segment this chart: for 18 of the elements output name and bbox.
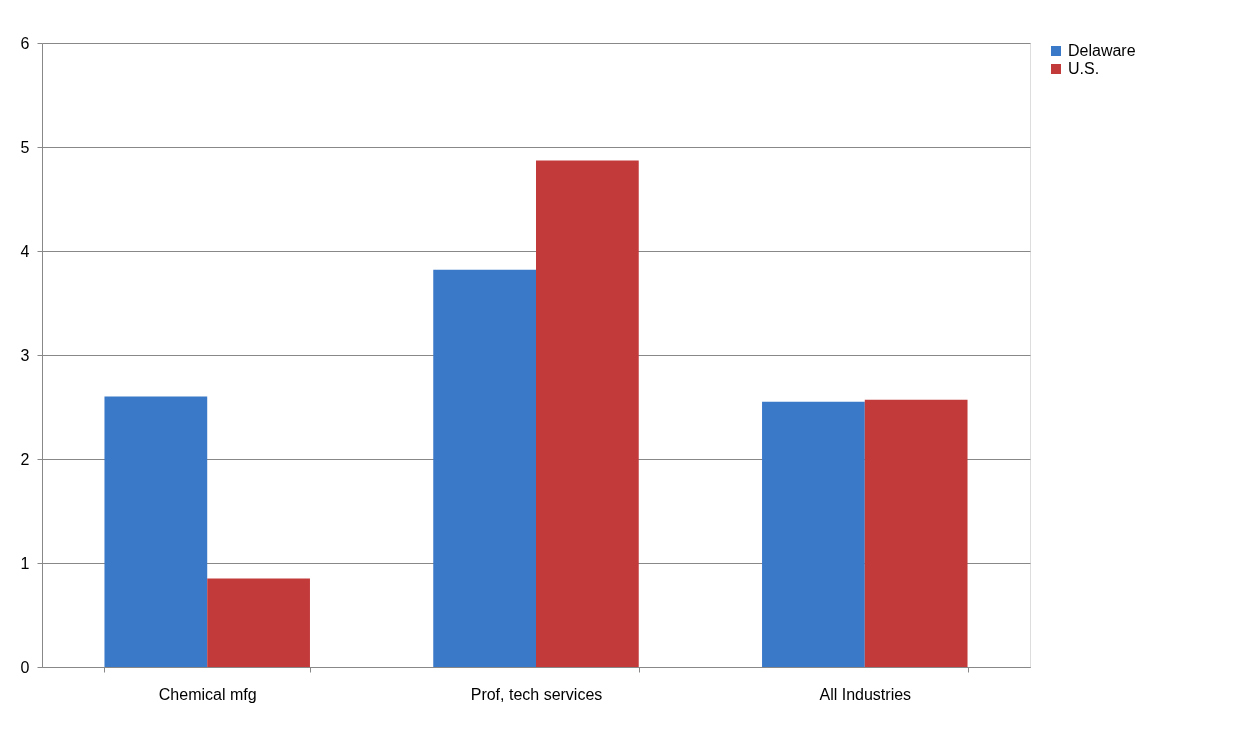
bar: [104, 396, 208, 667]
y-tick-label: 6: [20, 34, 30, 52]
y-tick-label: 4: [20, 242, 30, 260]
y-tick-label: 5: [20, 138, 30, 156]
bar: [536, 160, 639, 667]
y-tick-label: 1: [20, 554, 30, 572]
bar: [762, 401, 865, 667]
legend-label: Delaware: [1068, 42, 1136, 59]
bar: [207, 578, 310, 667]
y-tick-label: 2: [20, 450, 30, 468]
x-tick-label: Prof, tech services: [470, 685, 603, 703]
legend-label: U.S.: [1068, 60, 1100, 77]
x-tick-label: All Industries: [819, 685, 912, 703]
x-tick-label: Chemical mfg: [158, 685, 257, 703]
bar: [433, 269, 536, 667]
y-tick-label: 3: [20, 346, 30, 364]
bar: [864, 399, 968, 667]
y-tick-label: 0: [20, 658, 30, 676]
